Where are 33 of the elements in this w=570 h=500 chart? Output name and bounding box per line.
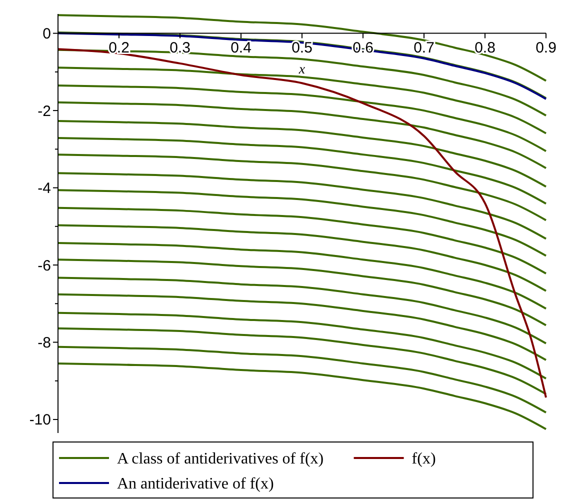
legend-label: An antiderivative of f(x) — [117, 476, 274, 493]
line-series — [57, 224, 547, 292]
line-series — [57, 120, 547, 188]
x-axis-title: x — [298, 62, 306, 78]
y-tick-label: -2 — [38, 102, 51, 120]
line-series — [57, 172, 547, 240]
line-series — [57, 136, 547, 205]
line-series — [57, 346, 547, 414]
line-series — [57, 66, 547, 134]
y-tick-label: -8 — [38, 334, 51, 352]
line-series — [57, 84, 547, 152]
line-series — [57, 362, 547, 430]
x-tick-label: 0.5 — [292, 39, 312, 56]
legend-label: f(x) — [412, 450, 436, 468]
line-series — [57, 242, 547, 310]
line-series — [57, 293, 547, 362]
line-series — [57, 327, 547, 395]
y-tick-label: 0 — [42, 26, 51, 43]
line-series — [57, 276, 547, 344]
line-series — [57, 189, 547, 257]
line-series — [57, 258, 547, 326]
line-series — [57, 154, 547, 222]
legend-label: A class of antiderivatives of f(x) — [117, 450, 324, 468]
line-series — [57, 101, 547, 170]
x-tick-label: 0.8 — [474, 39, 496, 56]
x-tick-label: 0.7 — [414, 39, 434, 56]
x-tick-label: 0.4 — [230, 39, 252, 56]
line-series — [57, 206, 547, 275]
x-tick-label: 0.9 — [536, 39, 556, 56]
line-series — [57, 312, 547, 380]
y-tick-label: -10 — [29, 412, 51, 429]
y-tick-label: -6 — [38, 257, 51, 274]
y-tick-label: -4 — [38, 180, 51, 198]
